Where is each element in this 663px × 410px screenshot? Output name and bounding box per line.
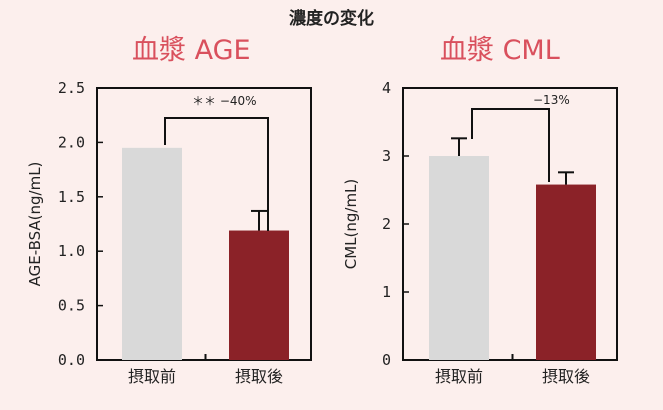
- chart0-category-label: 摂取後: [235, 367, 283, 386]
- chart0-y-tick-label: 1.0: [58, 242, 85, 260]
- chart0-y-tick-label: 2.5: [58, 79, 85, 97]
- chart1-y-tick-label: 1: [382, 283, 391, 301]
- chart1-y-tick-label: 4: [382, 79, 391, 97]
- chart1-y-tick-label: 0: [382, 351, 391, 369]
- page-title: 濃度の変化: [289, 9, 374, 29]
- chart0-y-tick-label: 1.5: [58, 188, 85, 206]
- chart1-y-axis-label: CML(ng/mL): [342, 179, 360, 270]
- chart1-category-label: 摂取後: [542, 367, 590, 386]
- chart0-y-tick-label: 0.0: [58, 351, 85, 369]
- chart0-significance-bracket: [164, 117, 269, 231]
- chart1-bar: [536, 184, 596, 360]
- chart0-y-axis-label: AGE-BSA(ng/mL): [26, 162, 44, 287]
- chart0-plot-frame: [96, 87, 312, 361]
- chart0-annotation: ＊＊ −40%: [192, 94, 257, 108]
- chart1-category-label: 摂取前: [435, 367, 483, 386]
- chart0-bar: [122, 147, 182, 360]
- chart1-annotation: −13%: [533, 93, 570, 107]
- chart0-bar: [229, 230, 289, 360]
- chart1-y-tick-label: 2: [382, 215, 391, 233]
- chart0-category-label: 摂取前: [128, 367, 176, 386]
- chart-title-cml: 血漿 CML: [440, 35, 560, 66]
- chart1-y-tick-label: 3: [382, 147, 391, 165]
- chart0-y-tick-label: 0.5: [58, 297, 85, 315]
- chart1-bar: [429, 156, 489, 360]
- chart1-significance-bracket: [471, 108, 550, 182]
- chart-title-age: 血漿 AGE: [132, 35, 251, 66]
- chart0-y-tick-label: 2.0: [58, 133, 85, 151]
